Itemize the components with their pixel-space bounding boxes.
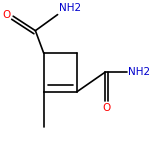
Text: NH2: NH2: [128, 67, 150, 77]
Text: NH2: NH2: [59, 3, 81, 13]
Text: O: O: [2, 10, 10, 20]
Text: O: O: [102, 103, 110, 113]
